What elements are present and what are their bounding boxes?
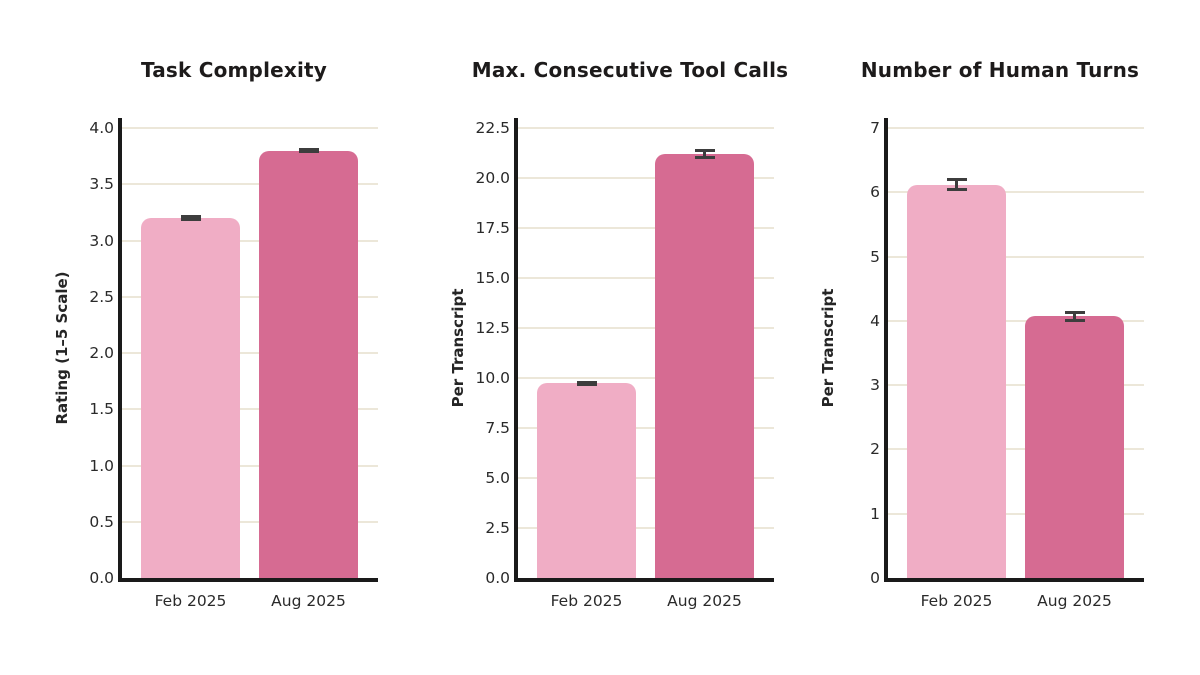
y-tick-label: 10.0 <box>475 369 510 387</box>
chart-title: Number of Human Turns <box>860 58 1140 82</box>
y-axis-label: Per Transcript <box>819 288 837 408</box>
gridline <box>122 239 378 242</box>
gridline <box>518 327 774 329</box>
chart-title: Max. Consecutive Tool Calls <box>471 58 789 82</box>
y-tick-label: 17.5 <box>475 219 510 237</box>
y-axis-label: Rating (1–5 Scale) <box>53 271 71 425</box>
bar-feb-2025 <box>537 383 636 578</box>
y-tick-label: 0.0 <box>89 569 114 587</box>
gridline <box>122 183 378 186</box>
bar-aug-2025 <box>259 150 358 578</box>
y-tick-label: 22.5 <box>475 119 510 137</box>
error-bar-cap <box>180 215 201 219</box>
gridline <box>518 127 774 129</box>
error-bar-cap <box>576 382 597 386</box>
error-bar-cap <box>694 148 715 152</box>
error-bar <box>1073 312 1076 321</box>
y-tick-label: 5 <box>870 247 880 266</box>
y-tick-label: 4.0 <box>89 119 114 137</box>
gridline <box>888 512 1144 515</box>
y-tick-label: 2.5 <box>89 287 114 306</box>
gridline <box>888 384 1144 387</box>
error-bar-cap <box>1064 311 1085 314</box>
y-tick-label: 6 <box>870 183 880 202</box>
plot-area <box>884 118 1144 582</box>
y-axis-label: Per Transcript <box>449 288 467 408</box>
plot-area <box>118 118 378 582</box>
y-tick-label: 15.0 <box>475 269 510 287</box>
x-tick-label: Aug 2025 <box>667 592 742 610</box>
error-bar-cap <box>694 156 715 160</box>
error-bar-cap <box>946 177 967 181</box>
y-tick-label: 3.0 <box>89 231 114 250</box>
y-tick-label: 2.0 <box>89 344 114 362</box>
y-axis-spine <box>514 118 518 582</box>
gridline <box>518 477 774 479</box>
y-tick-label: 7 <box>870 119 880 137</box>
y-tick-label: 3 <box>870 376 880 395</box>
bar-aug-2025 <box>655 154 754 578</box>
gridline <box>122 127 378 129</box>
gridline <box>888 448 1144 451</box>
y-tick-label: 1.5 <box>89 400 114 419</box>
error-bar <box>955 179 958 190</box>
y-tick-label: 12.5 <box>475 319 510 337</box>
error-bar-cap <box>576 380 597 384</box>
chart-task-complexity: Task Complexity Rating (1–5 Scale) 0.0 0.… <box>38 58 388 618</box>
bar-feb-2025 <box>141 218 240 578</box>
error-bar-cap <box>298 147 319 151</box>
y-tick-label: 4 <box>870 311 880 330</box>
x-tick-label: Feb 2025 <box>920 592 993 610</box>
y-tick-label: 20.0 <box>475 169 510 187</box>
x-tick-label: Feb 2025 <box>550 592 623 610</box>
x-tick-label: Aug 2025 <box>1037 592 1112 610</box>
gridline <box>888 255 1144 258</box>
gridline <box>122 352 378 354</box>
plot-area <box>514 118 774 582</box>
chart-title: Task Complexity <box>140 58 328 82</box>
gridline <box>122 408 378 411</box>
gridline <box>518 277 774 279</box>
gridline <box>122 520 378 523</box>
error-bar-cap <box>1064 318 1085 322</box>
y-tick-label: 0 <box>870 569 880 587</box>
gridline <box>518 377 774 379</box>
gridline <box>122 295 378 298</box>
gridline <box>518 527 774 529</box>
y-tick-label: 5.0 <box>485 469 510 487</box>
chart-number-of-human-turns: Number of Human Turns Per Transcript 0 1 2… <box>804 58 1154 618</box>
y-tick-label: 1.0 <box>89 456 114 475</box>
y-tick-label: 0.0 <box>485 569 510 587</box>
x-axis-spine <box>884 578 1144 582</box>
x-axis-spine <box>514 578 774 582</box>
error-bar-cap <box>180 217 201 221</box>
gridline <box>888 319 1144 322</box>
y-axis-spine <box>118 118 122 582</box>
gridline <box>518 427 774 429</box>
y-tick-label: 3.5 <box>89 175 114 194</box>
y-tick-label: 7.5 <box>485 419 510 437</box>
gridline <box>122 464 378 467</box>
chart-max-consecutive-tool-calls: Max. Consecutive Tool Calls Per Transcri… <box>434 58 788 618</box>
bar-aug-2025 <box>1025 316 1124 578</box>
gridline <box>518 177 774 179</box>
gridline <box>888 191 1144 194</box>
error-bar-cap <box>946 188 967 192</box>
y-tick-label: 2.5 <box>485 519 510 537</box>
gridline <box>518 227 774 229</box>
gridline <box>888 127 1144 129</box>
x-tick-label: Aug 2025 <box>271 592 346 610</box>
y-tick-label: 2 <box>870 440 880 459</box>
error-bar-cap <box>298 150 319 154</box>
y-axis-spine <box>884 118 888 582</box>
error-bar <box>703 150 706 158</box>
bar-feb-2025 <box>907 184 1006 578</box>
x-axis-spine <box>118 578 378 582</box>
x-tick-label: Feb 2025 <box>154 592 227 610</box>
y-tick-label: 0.5 <box>89 512 114 531</box>
y-tick-label: 1 <box>870 504 880 523</box>
